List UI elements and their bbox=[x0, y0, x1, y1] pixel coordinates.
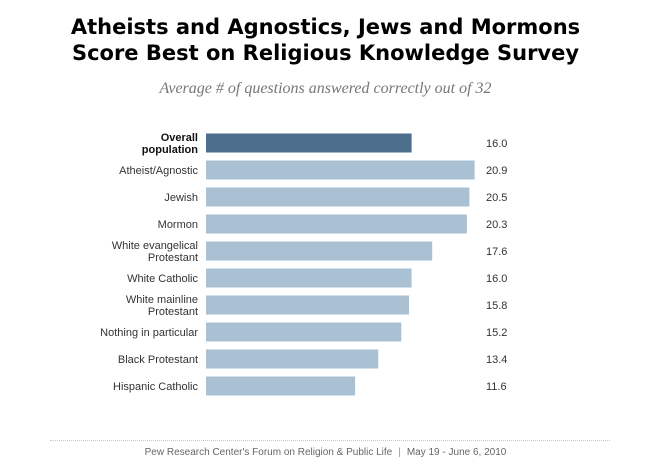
value-label-5: 16.0 bbox=[486, 273, 507, 285]
survey-dates: May 19 - June 6, 2010 bbox=[406, 447, 507, 458]
footer: Pew Research Center's Forum on Religion … bbox=[0, 447, 651, 458]
chart-subtitle: Average # of questions answered correctl… bbox=[159, 80, 492, 97]
bar-2 bbox=[206, 187, 470, 207]
value-label-2: 20.5 bbox=[486, 192, 507, 204]
footer-divider bbox=[50, 440, 610, 441]
value-label-9: 11.6 bbox=[486, 381, 507, 393]
bar-8 bbox=[206, 349, 379, 369]
category-label-6-line-1: White mainline bbox=[126, 294, 198, 306]
category-label-4-line-2: Protestant bbox=[148, 252, 198, 264]
bar-1 bbox=[206, 160, 475, 180]
bar-9 bbox=[206, 376, 356, 396]
category-label-3: Mormon bbox=[158, 219, 198, 231]
value-label-7: 15.2 bbox=[486, 327, 507, 339]
bar-4 bbox=[206, 241, 433, 261]
category-label-4-line-1: White evangelical bbox=[112, 240, 198, 252]
value-label-1: 20.9 bbox=[486, 165, 507, 177]
value-label-4: 17.6 bbox=[486, 246, 507, 258]
category-label-1: Atheist/Agnostic bbox=[119, 165, 198, 177]
bar-0 bbox=[206, 133, 412, 153]
value-label-3: 20.3 bbox=[486, 219, 507, 231]
source-text: Pew Research Center's Forum on Religion … bbox=[144, 447, 393, 458]
bar-3 bbox=[206, 214, 467, 234]
chart-title-line-2: Score Best on Religious Knowledge Survey bbox=[71, 41, 580, 65]
category-label-5: White Catholic bbox=[127, 273, 198, 285]
category-label-7: Nothing in particular bbox=[100, 327, 198, 339]
category-label-6-line-2: Protestant bbox=[148, 306, 198, 318]
footer-separator: | bbox=[398, 447, 401, 458]
bar-7 bbox=[206, 322, 402, 342]
category-label-0-line-1: Overall bbox=[161, 132, 198, 144]
chart-title-line-1: Atheists and Agnostics, Jews and Mormons bbox=[70, 15, 581, 39]
bar-5 bbox=[206, 268, 412, 288]
value-label-6: 15.8 bbox=[486, 300, 507, 312]
category-label-0-line-2: population bbox=[142, 144, 198, 156]
chart-title: Atheists and Agnostics, Jews and Mormons… bbox=[0, 14, 651, 66]
category-label-9: Hispanic Catholic bbox=[113, 381, 198, 393]
category-label-2: Jewish bbox=[164, 192, 198, 204]
value-label-8: 13.4 bbox=[486, 354, 507, 366]
category-label-8: Black Protestant bbox=[118, 354, 198, 366]
value-label-0: 16.0 bbox=[486, 138, 507, 150]
bar-6 bbox=[206, 295, 409, 315]
